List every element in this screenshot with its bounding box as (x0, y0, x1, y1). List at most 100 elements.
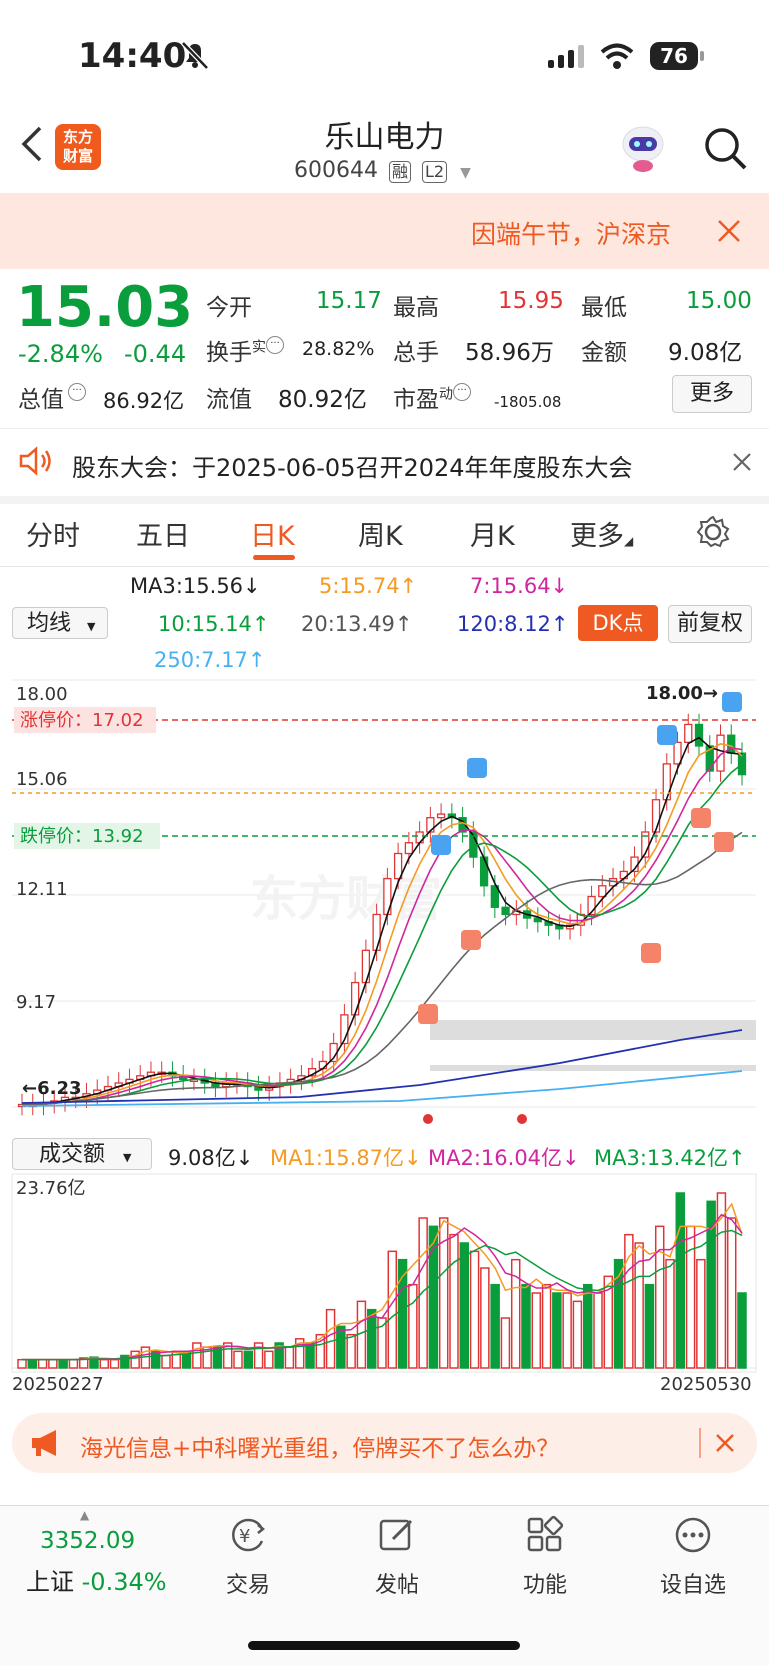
nav-trade[interactable]: ¥ 交易 (193, 1515, 303, 1599)
sell-signal-icon (722, 692, 742, 712)
y-label-2: 15.06 (16, 769, 68, 790)
announcement-text[interactable]: 股东大会：于2025-06-05召开2024年年度股东大会 (72, 454, 633, 482)
tab-daily-k[interactable]: 日K (250, 521, 295, 552)
volume-bar (109, 1358, 120, 1369)
caret-icon: ◢ (624, 534, 634, 548)
ma250-line (21, 1070, 743, 1107)
mcap-value: 86.92亿 (103, 389, 185, 413)
volume-bar (48, 1358, 58, 1369)
candle-body (694, 723, 704, 747)
volume-ma-line (22, 1213, 743, 1361)
stock-code-row[interactable]: 600644 融 L2 ▼ (294, 158, 471, 183)
kline-chart[interactable]: 东方财富 涨停价：17.02 跌停价：13.92 18.00 15.06 12.… (0, 675, 769, 1395)
volume-bar (346, 1333, 356, 1369)
volume-bar (130, 1350, 140, 1369)
dk-point-button[interactable]: DK点 (578, 605, 658, 641)
more-button[interactable]: 更多 (672, 375, 752, 413)
expand-icon[interactable]: ▲ (80, 1508, 90, 1522)
support-band (430, 1065, 756, 1071)
volume-bar (233, 1350, 243, 1369)
caret-icon: ▼ (123, 1151, 132, 1164)
nav-functions[interactable]: 功能 (490, 1515, 600, 1599)
info-icon[interactable]: ··· (266, 336, 284, 354)
pe-sup: 动 (439, 386, 453, 403)
amount-value: 9.08亿 (668, 340, 743, 366)
volume-bar (716, 1192, 727, 1369)
info-icon[interactable]: ··· (68, 383, 86, 401)
tab-five-day[interactable]: 五日 (136, 521, 190, 552)
holiday-notice-bar[interactable] (0, 193, 769, 269)
more-dots-icon (675, 1517, 711, 1553)
support-band (430, 1020, 756, 1040)
index-row[interactable]: 上证 -0.34% (26, 1562, 167, 1597)
float-value: 80.92亿 (278, 387, 367, 413)
volume-ma1: MA1:15.87亿↓ (270, 1146, 422, 1170)
home-indicator (248, 1641, 520, 1650)
tab-more[interactable]: 更多◢ (570, 514, 633, 553)
volume-bar (294, 1338, 305, 1369)
volume-chart[interactable]: 23.76亿 20250227 20250530 (0, 1172, 769, 1397)
active-tab-indicator (253, 555, 295, 560)
volume-bar (120, 1354, 130, 1369)
tab-monthly-k[interactable]: 月K (470, 521, 515, 552)
app-logo: 东方 财富 (55, 124, 101, 170)
ma20-label: 20:13.49↑ (301, 612, 413, 636)
adjust-button[interactable]: 前复权 (668, 605, 752, 643)
date-start: 20250227 (12, 1374, 104, 1395)
back-icon[interactable] (18, 124, 48, 164)
tab-weekly-k[interactable]: 周K (358, 521, 403, 552)
volume-bar (99, 1358, 110, 1369)
turnover-sup: 实 (252, 339, 266, 356)
ad-banner[interactable] (12, 1413, 757, 1473)
candle-body (436, 813, 446, 819)
volume-indicator-select[interactable]: 成交额 ▼ (12, 1138, 152, 1170)
nav-add-watchlist[interactable]: 设自选 (638, 1515, 748, 1599)
candle-body (705, 745, 714, 772)
candle-body (501, 906, 510, 916)
close-icon[interactable] (716, 218, 742, 244)
ma120-label: 120:8.12↑ (457, 612, 569, 636)
robot-assistant-icon[interactable] (617, 122, 669, 174)
volume-bar (665, 1258, 675, 1369)
ma-select-label: 均线 (27, 611, 72, 636)
ma-select[interactable]: 均线 ▼ (12, 607, 108, 639)
volume-bar (428, 1225, 439, 1369)
nav-post[interactable]: 发帖 (342, 1515, 452, 1599)
info-icon[interactable]: ··· (453, 383, 471, 401)
close-icon[interactable] (732, 452, 752, 472)
candle-body (361, 949, 371, 984)
volume-bar (449, 1233, 459, 1369)
battery-icon: 76 (650, 42, 698, 70)
volume-bar (696, 1258, 706, 1369)
volume-bar (531, 1292, 542, 1369)
tab-intraday[interactable]: 分时 (26, 521, 80, 552)
search-icon[interactable] (703, 126, 749, 172)
sell-signal-icon (657, 725, 677, 745)
margin-tag: 融 (388, 161, 411, 183)
event-dot[interactable] (517, 1114, 527, 1124)
ma-line (22, 747, 743, 1106)
volume-bar (37, 1358, 48, 1369)
volume-bar (336, 1325, 346, 1369)
stock-code: 600644 (294, 158, 378, 183)
volume-bar (387, 1250, 398, 1369)
caret-icon: ▼ (87, 620, 96, 633)
event-dot[interactable] (423, 1114, 433, 1124)
volume-bar (541, 1283, 552, 1369)
open-label: 今开 (206, 295, 252, 321)
volume-bar (89, 1356, 99, 1369)
low-label: 最低 (581, 295, 627, 321)
candle-body (598, 885, 607, 898)
gear-icon[interactable] (695, 514, 731, 550)
volume-bar (243, 1350, 254, 1369)
volume-bar (562, 1292, 572, 1369)
nav-trade-label: 交易 (225, 1573, 270, 1598)
volume-bar (27, 1358, 38, 1369)
kline-candles (17, 713, 747, 1116)
pe-label: 市盈动 ··· (393, 380, 471, 414)
volume-bar (572, 1300, 583, 1369)
index-value[interactable]: 3352.09 (40, 1528, 136, 1554)
candle-body (350, 981, 360, 1016)
ma-lines (21, 736, 743, 1107)
close-icon[interactable] (715, 1433, 735, 1453)
